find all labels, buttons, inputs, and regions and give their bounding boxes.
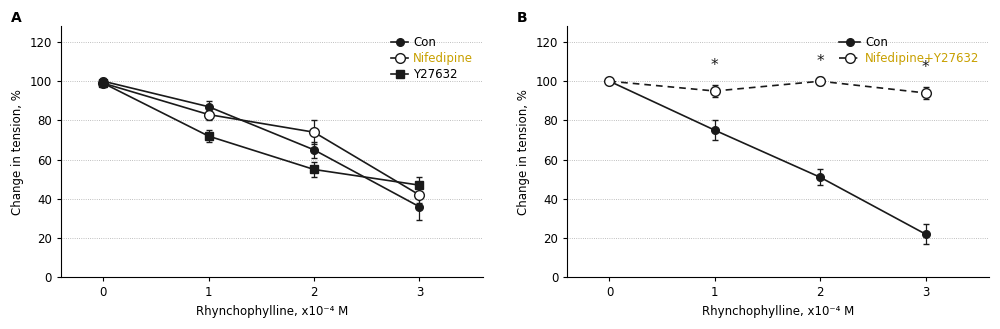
Text: A: A — [10, 11, 21, 25]
Y-axis label: Change in tension, %: Change in tension, % — [11, 89, 24, 215]
Text: *: * — [922, 60, 929, 75]
Text: *: * — [711, 58, 719, 73]
Legend: Con, Nifedipine, Y27632: Con, Nifedipine, Y27632 — [387, 32, 477, 84]
Text: *: * — [816, 55, 824, 69]
Legend: Con, Nifedipine+Y27632: Con, Nifedipine+Y27632 — [836, 32, 983, 68]
Y-axis label: Change in tension, %: Change in tension, % — [517, 89, 530, 215]
Text: B: B — [517, 11, 527, 25]
X-axis label: Rhynchophylline, x10⁻⁴ M: Rhynchophylline, x10⁻⁴ M — [702, 305, 854, 318]
X-axis label: Rhynchophylline, x10⁻⁴ M: Rhynchophylline, x10⁻⁴ M — [196, 305, 348, 318]
